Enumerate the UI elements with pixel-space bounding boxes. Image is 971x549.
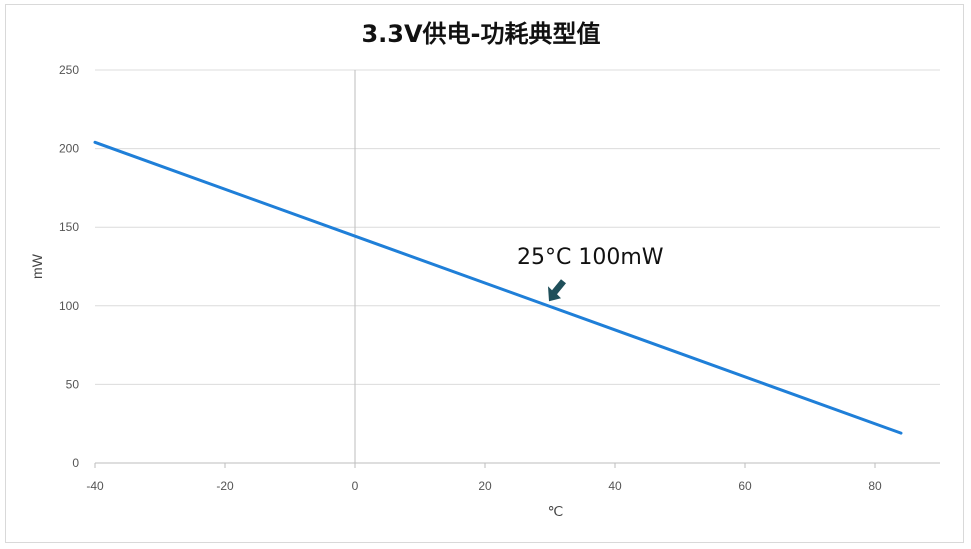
x-tick-label: 60	[738, 479, 752, 493]
x-tick-label: 40	[608, 479, 622, 493]
y-tick-label: 250	[59, 63, 79, 77]
x-tick-label: 20	[478, 479, 492, 493]
annotation-label: 25°C 100mW	[517, 245, 664, 270]
annotation-arrow	[548, 279, 566, 302]
series-line-0	[93, 140, 903, 435]
y-tick-label: 0	[72, 456, 79, 470]
x-tick-label: -20	[216, 479, 234, 493]
x-axis-ticks: -40 -20 0 20 40 60 80	[86, 463, 882, 493]
annotation-group: 25°C 100mW	[517, 245, 664, 302]
y-tick-label: 100	[59, 299, 79, 313]
x-tick-label: 80	[868, 479, 882, 493]
x-tick-label: -40	[86, 479, 104, 493]
x-axis-label: ℃	[548, 503, 564, 519]
y-axis-label: mW	[29, 253, 45, 279]
grid-lines	[95, 69, 940, 385]
chart-frame	[5, 4, 964, 543]
chart-title: 3.3V供电-功耗典型值	[361, 20, 600, 48]
y-axis-ticks: 0 50 100 150 200 250	[59, 63, 79, 470]
y-tick-label: 50	[66, 377, 80, 391]
series-group	[93, 140, 903, 435]
y-tick-label: 150	[59, 220, 79, 234]
x-tick-label: 0	[352, 479, 359, 493]
y-tick-label: 200	[59, 142, 79, 156]
